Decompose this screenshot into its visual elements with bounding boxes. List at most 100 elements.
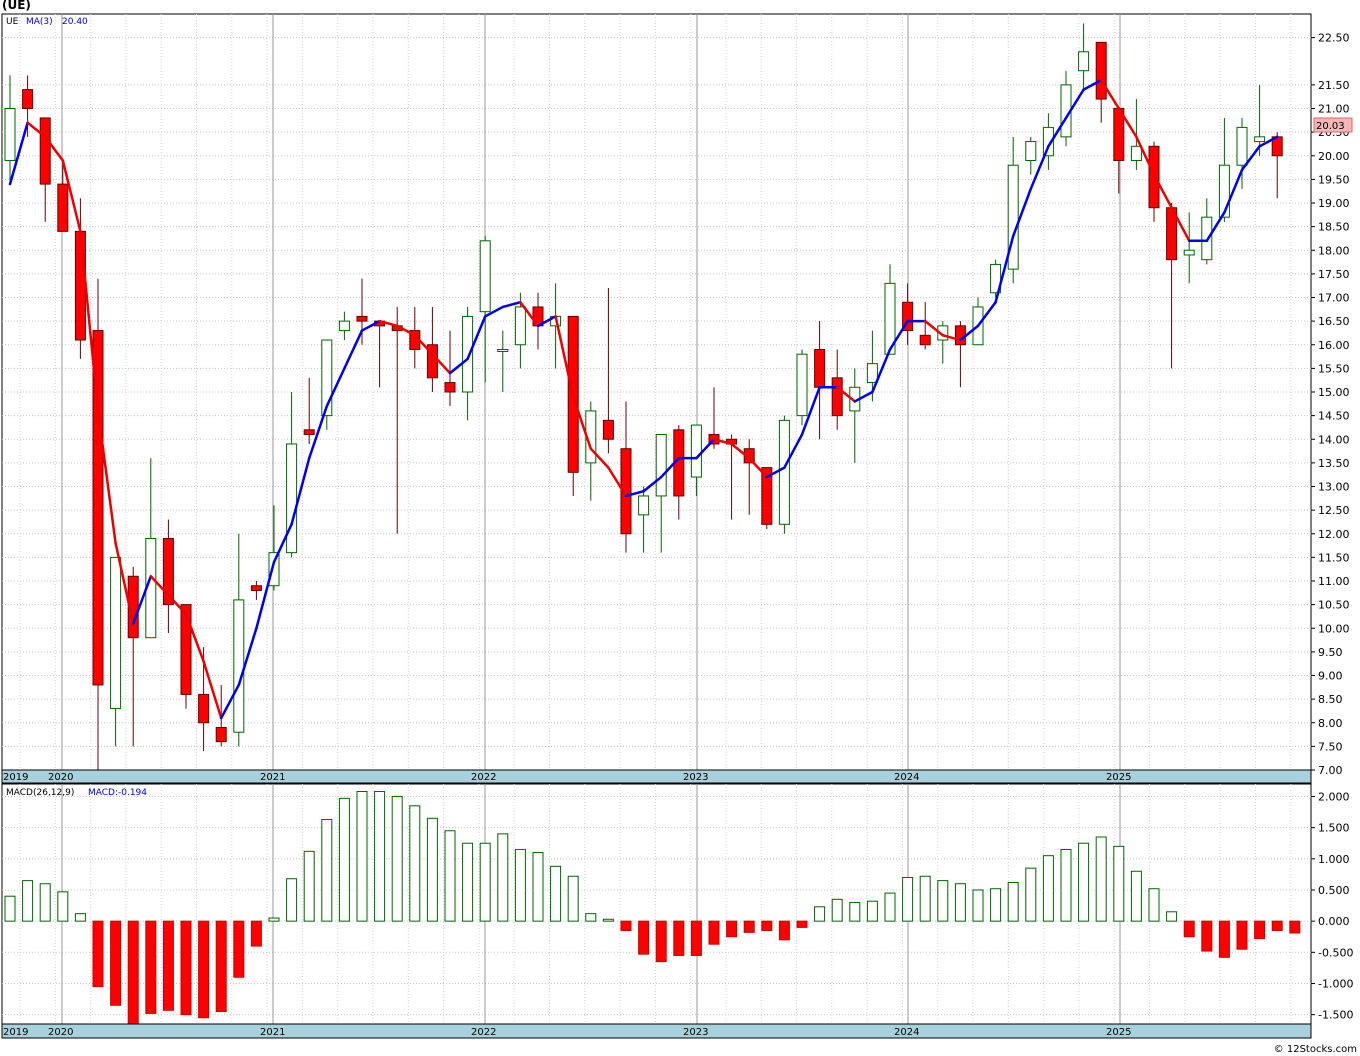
candle-body	[1130, 145, 1142, 161]
ma-segment	[1170, 206, 1191, 243]
macd-bar	[250, 920, 262, 947]
macd-bar	[620, 920, 632, 931]
macd-ytick-label: 2.000	[1318, 790, 1350, 803]
candle	[286, 392, 298, 558]
candle	[180, 604, 192, 709]
price-ytick-label: 12.50	[1318, 504, 1350, 517]
macd-bar	[1148, 888, 1160, 922]
ma-segment	[290, 456, 311, 526]
candle	[462, 306, 474, 421]
ma-segment	[976, 300, 997, 328]
candle	[831, 349, 843, 430]
price-ytick-label: 12.00	[1318, 528, 1350, 541]
ma-segment	[959, 324, 980, 342]
price-ytick-label: 17.00	[1318, 292, 1350, 305]
macd-bar	[849, 901, 861, 922]
macd-bar	[937, 880, 949, 922]
candle	[1236, 117, 1248, 189]
macd-year-label: 2020	[48, 1027, 73, 1038]
macd-bar	[110, 920, 122, 1006]
ma-segment	[202, 660, 223, 720]
candle-body	[462, 315, 474, 393]
candle-body	[198, 693, 210, 724]
macd-ytick-label: -0.500	[1318, 946, 1353, 959]
price-ytick-label: 21.00	[1318, 103, 1350, 116]
price-year-label: 2019	[3, 772, 28, 783]
ma-segment	[871, 348, 892, 394]
ma-segment	[519, 300, 540, 328]
candle	[638, 486, 650, 553]
candle	[321, 339, 333, 430]
candle	[1025, 136, 1037, 175]
macd-bar	[532, 852, 544, 922]
ma-segment	[1029, 145, 1050, 191]
price-ytick-label: 10.00	[1318, 622, 1350, 635]
candle-body	[286, 443, 298, 554]
candle-body	[215, 726, 227, 743]
macd-bar	[145, 920, 157, 1014]
price-legend-ma-label: MA(3)	[26, 17, 53, 27]
macd-year-label: 2019	[3, 1027, 28, 1038]
candle-body	[321, 339, 333, 417]
ma-segment	[765, 466, 786, 479]
macd-bar	[198, 920, 210, 1019]
macd-bar	[796, 920, 808, 928]
ma-segment	[1064, 88, 1085, 120]
price-ytick-label: 15.00	[1318, 386, 1350, 399]
candle	[919, 302, 931, 350]
macd-bar	[356, 790, 368, 922]
macd-bar	[1254, 920, 1266, 940]
ma-segment	[1011, 187, 1033, 238]
macd-bar	[233, 920, 245, 978]
macd-legend-macd-label: MACD:	[88, 788, 118, 798]
ma-segment	[1223, 168, 1244, 214]
ma-segment	[395, 324, 417, 337]
macd-bar	[655, 920, 667, 963]
macd-bar	[444, 830, 456, 922]
macd-bar	[1183, 920, 1195, 938]
ma-segment	[79, 230, 100, 413]
ma-segment	[923, 319, 945, 337]
ma-segment	[659, 456, 681, 479]
candle-body	[1218, 164, 1230, 218]
price-year-label: 2024	[894, 772, 919, 783]
macd-bar	[1078, 842, 1090, 922]
macd-legend-value: -0.194	[118, 788, 147, 798]
candle-body	[180, 604, 192, 695]
last-price-text: 20.03	[1316, 121, 1345, 132]
price-ytick-label: 7.50	[1318, 740, 1343, 753]
candle-body	[74, 230, 86, 341]
ma-segment	[43, 135, 65, 162]
macd-bar	[303, 850, 315, 922]
price-ytick-label: 13.00	[1318, 481, 1350, 494]
ma-segment	[1082, 78, 1103, 91]
macd-bar	[884, 892, 896, 922]
macd-bar	[708, 920, 720, 945]
candle-body	[303, 429, 315, 436]
candle-body	[1042, 126, 1054, 157]
ma-segment	[167, 593, 188, 616]
macd-bar	[567, 875, 579, 922]
last-price-badge	[1313, 117, 1353, 133]
ma-segment	[730, 442, 751, 460]
macd-bar	[866, 900, 878, 922]
macd-bar	[321, 819, 333, 922]
ma-segment	[642, 475, 663, 493]
watermark: © 12Stocks.com	[1273, 1044, 1357, 1055]
macd-bar	[990, 888, 1002, 922]
macd-bar	[726, 920, 738, 938]
ma-segment	[307, 404, 329, 460]
macd-bar	[1113, 845, 1125, 922]
ma-segment	[466, 315, 487, 361]
macd-ytick-label: -1.000	[1318, 977, 1353, 990]
macd-bar	[1201, 920, 1213, 952]
ma-segment	[747, 456, 769, 479]
macd-bar	[602, 918, 614, 922]
candle	[884, 264, 896, 355]
candle-body	[162, 537, 174, 606]
candle-body	[1183, 249, 1195, 256]
macd-bar	[479, 842, 491, 922]
ma-segment	[114, 541, 135, 625]
